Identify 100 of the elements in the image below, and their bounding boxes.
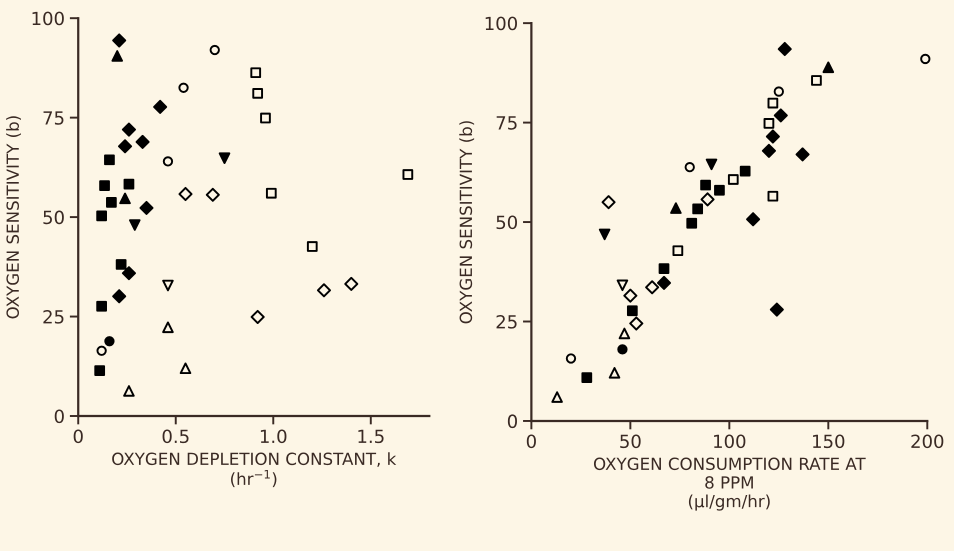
point	[764, 118, 774, 129]
point	[551, 391, 563, 403]
point	[106, 197, 117, 208]
x-axis-title: OXYGEN CONSUMPTION RATE AT 8 PPM (μl/gm/hr)	[594, 457, 866, 511]
point	[774, 86, 784, 97]
x-tick-label: 150	[813, 434, 844, 448]
point	[811, 75, 822, 86]
point	[118, 139, 132, 154]
point	[740, 166, 751, 176]
point	[796, 147, 810, 162]
point	[111, 50, 124, 62]
point	[629, 316, 644, 331]
point	[162, 280, 174, 292]
point	[252, 88, 264, 99]
point	[566, 353, 576, 364]
y-tick-label: 25	[496, 314, 517, 329]
point	[266, 188, 277, 199]
point	[645, 280, 660, 294]
point	[218, 152, 230, 164]
point	[762, 144, 776, 158]
y-tick-label: 50	[496, 216, 517, 230]
point	[616, 280, 628, 292]
x-tick-label: 50	[620, 434, 641, 448]
point	[250, 310, 265, 324]
x-axis-title: OXYGEN DEPLETION CONSTANT, k (hr$^{−1}$)	[112, 452, 396, 488]
y-axis-title: OXYGEN SENSITIVITY (b)	[459, 121, 474, 324]
point	[122, 266, 136, 280]
x-tick-label: 100	[714, 434, 746, 448]
x-tick-label: 200	[911, 434, 944, 448]
point	[344, 276, 358, 291]
y-tick-label: 100	[486, 16, 517, 30]
point	[139, 200, 154, 215]
point	[617, 344, 628, 354]
point	[920, 54, 930, 64]
point	[123, 385, 135, 397]
point	[96, 300, 107, 312]
point	[658, 263, 670, 274]
point	[129, 219, 141, 231]
y-tick-label: 75	[496, 116, 517, 130]
point	[96, 210, 107, 222]
y-tick-label: 50	[43, 210, 64, 224]
point	[770, 302, 784, 317]
point	[162, 156, 174, 167]
point	[178, 82, 189, 93]
point	[124, 178, 134, 190]
point	[99, 180, 110, 192]
point	[96, 346, 107, 356]
point	[210, 44, 220, 56]
point	[116, 259, 127, 270]
point	[768, 190, 778, 202]
point	[104, 154, 115, 166]
point	[260, 112, 271, 124]
y-tick-label: 25	[43, 310, 64, 324]
point	[608, 367, 620, 379]
point	[670, 202, 682, 214]
y-axis-title: OXYGEN SENSITIVITY (b)	[6, 116, 21, 318]
point	[581, 372, 592, 383]
point	[686, 218, 698, 229]
x-tick-label: 0	[526, 434, 536, 448]
point	[250, 67, 262, 78]
point	[122, 122, 136, 137]
point	[316, 283, 332, 298]
point	[402, 169, 414, 180]
x-tick-label: 0.5	[162, 430, 189, 444]
point	[618, 328, 630, 340]
point	[700, 180, 711, 190]
point	[178, 186, 193, 202]
x-tick-label: 1.5	[358, 430, 384, 444]
point	[746, 212, 760, 226]
y-tick-label: 75	[44, 111, 64, 125]
point	[728, 174, 739, 185]
point	[684, 162, 695, 172]
point	[822, 62, 834, 74]
point	[768, 98, 778, 108]
point	[306, 241, 318, 252]
point	[153, 100, 168, 114]
point	[206, 188, 220, 202]
point	[623, 288, 638, 303]
point	[162, 322, 174, 334]
point	[104, 336, 115, 346]
point	[672, 245, 684, 256]
point	[626, 305, 638, 316]
point	[119, 192, 131, 204]
point	[778, 42, 792, 56]
point	[112, 33, 126, 48]
point	[136, 134, 150, 149]
point	[94, 365, 106, 376]
point	[656, 276, 672, 290]
y-tick-label: 0	[508, 414, 517, 428]
y-tick-label: 0	[54, 409, 64, 424]
x-tick-label: 0	[74, 430, 83, 444]
point	[706, 158, 718, 170]
point	[774, 108, 788, 122]
point	[602, 195, 616, 210]
point	[700, 192, 715, 206]
point	[766, 129, 780, 144]
point	[112, 289, 126, 304]
point	[180, 362, 192, 374]
x-tick-label: 1.0	[260, 430, 286, 444]
point	[598, 228, 610, 240]
